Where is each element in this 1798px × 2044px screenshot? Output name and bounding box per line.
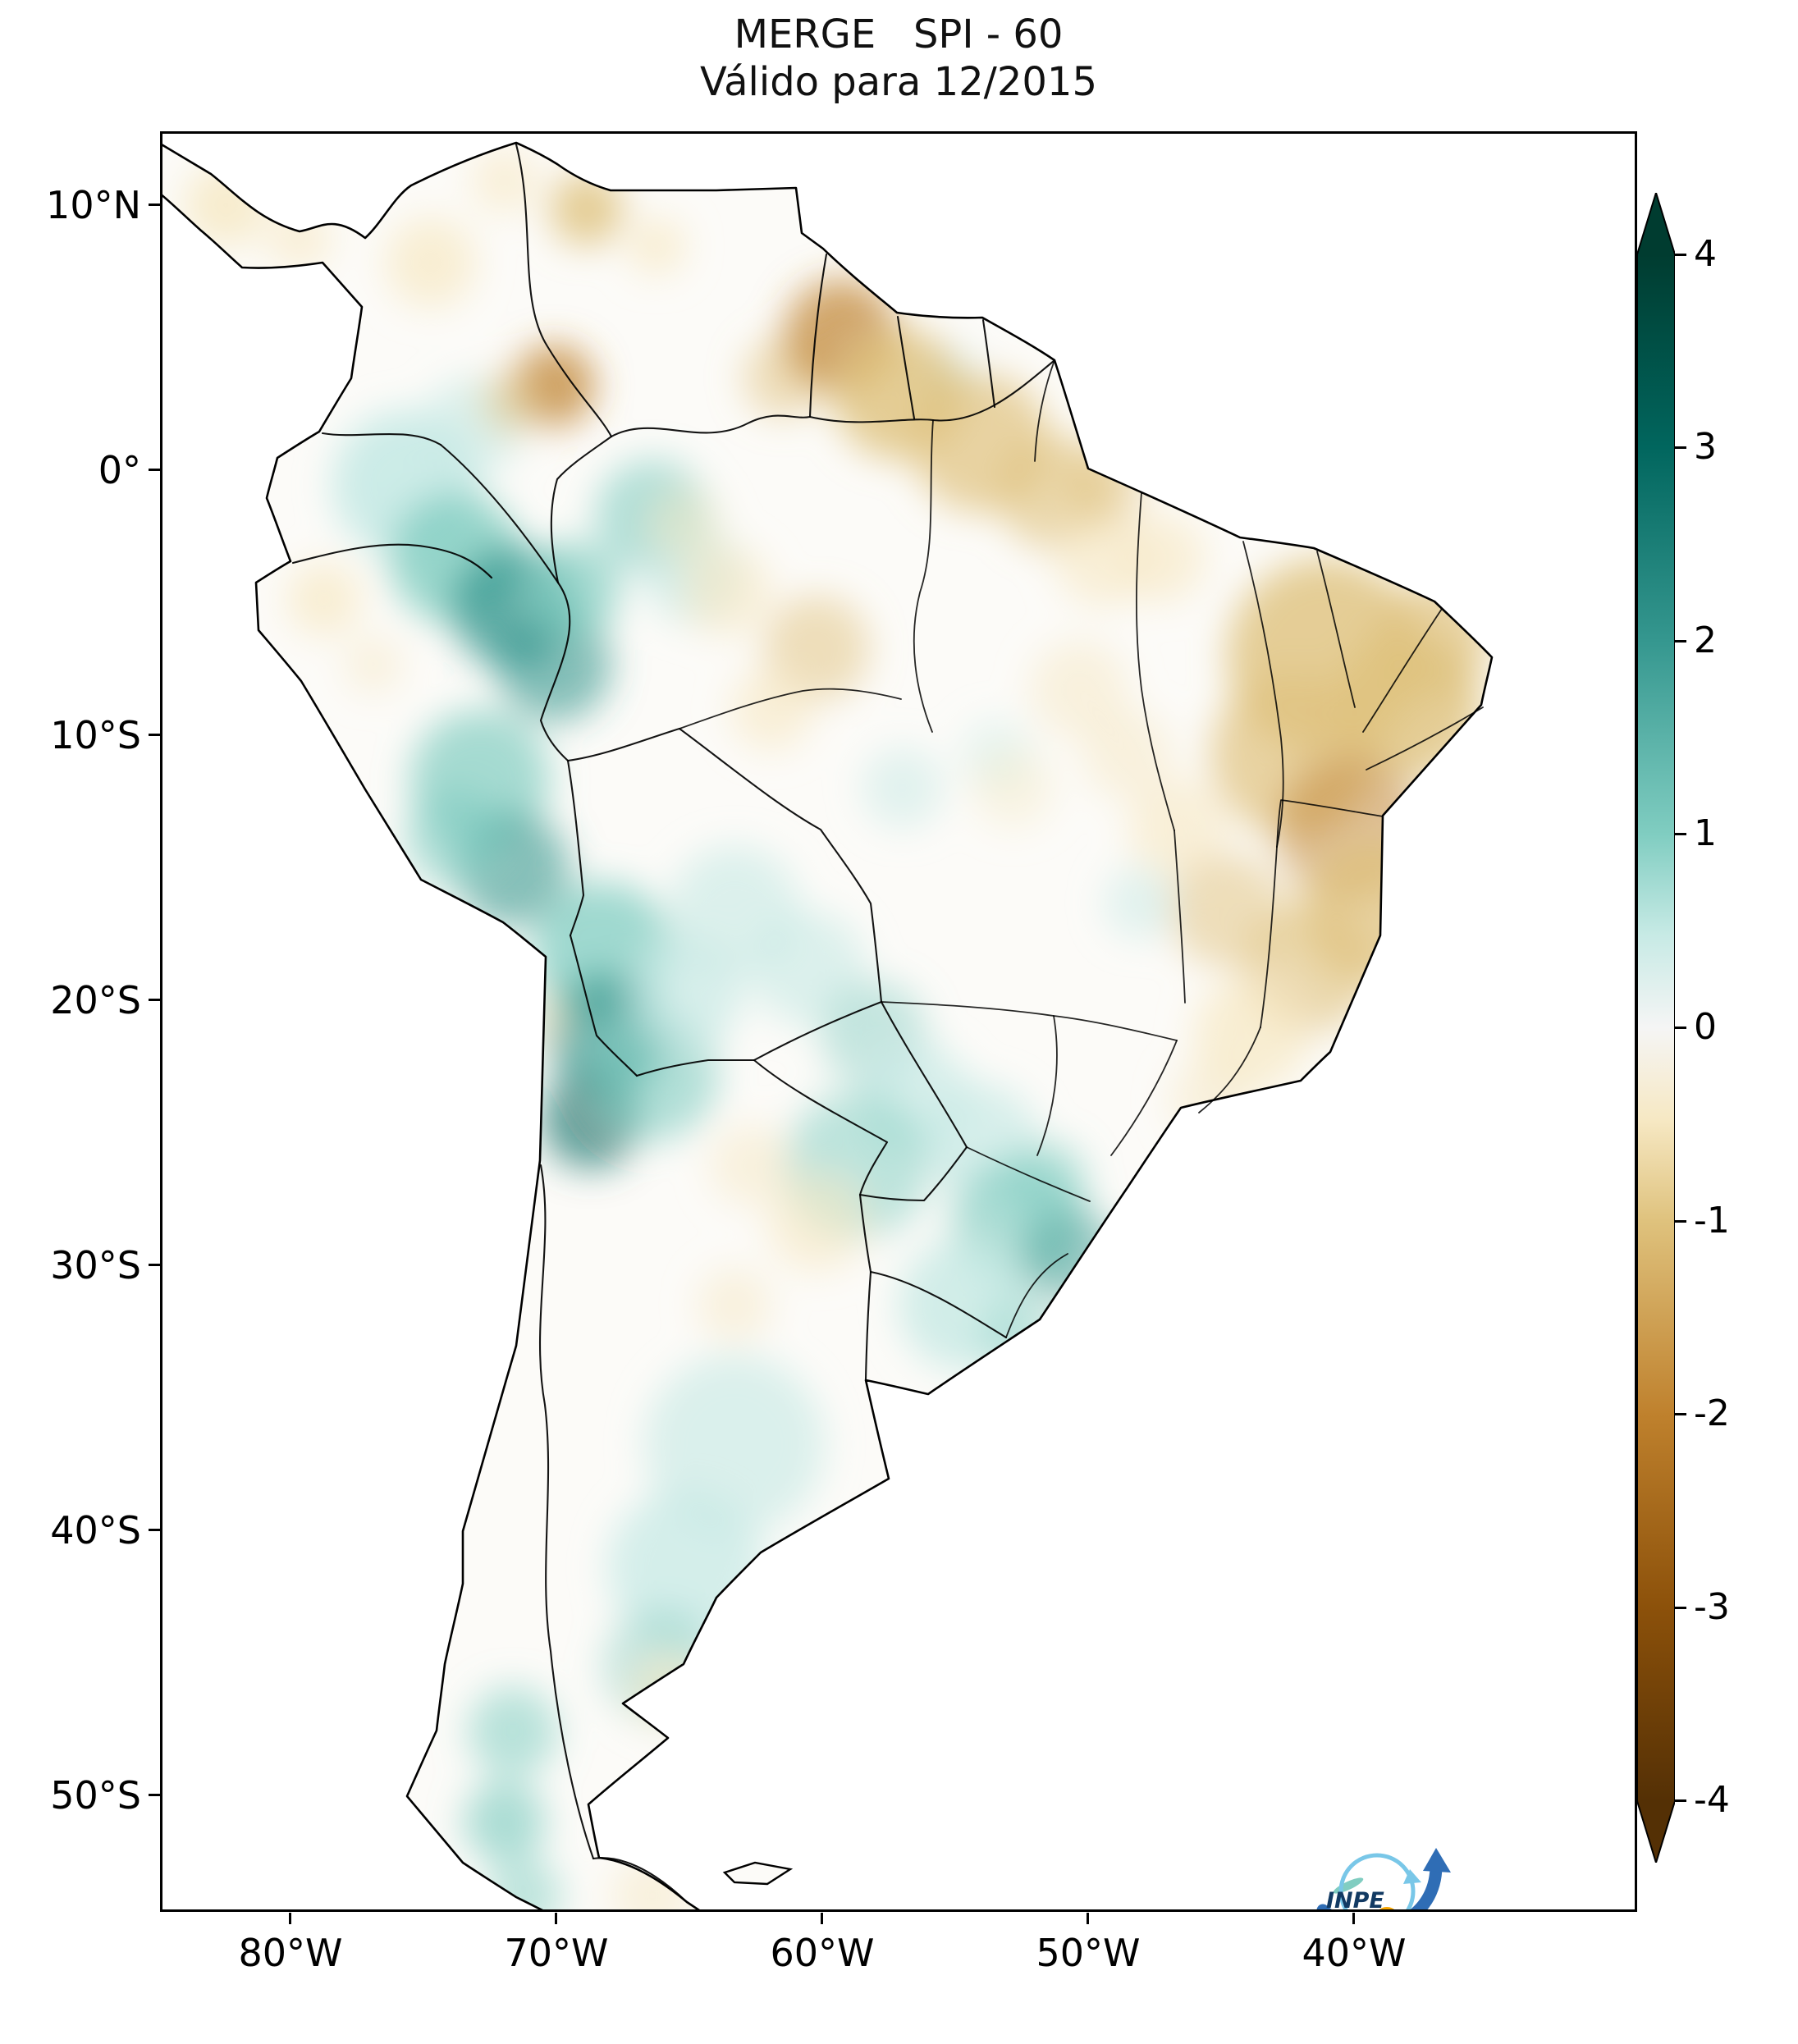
axis-tick [149, 203, 160, 206]
axis-tick [289, 1913, 291, 1924]
axis-tick [1087, 1913, 1089, 1924]
plot-frame [160, 131, 1637, 1912]
island-outline [722, 1861, 794, 1886]
lat-label-40s: 40°S [50, 1508, 141, 1552]
continent-outline [158, 141, 1494, 1914]
colorbar-tick [1675, 1027, 1686, 1029]
colorbar-gradient [1637, 254, 1675, 1801]
colorbar-label-m3: -3 [1694, 1586, 1730, 1628]
colorbar-tick [1675, 1413, 1686, 1415]
axis-tick [149, 999, 160, 1001]
colorbar-label-4: 4 [1694, 233, 1717, 275]
lon-label-40w: 40°W [1302, 1931, 1407, 1975]
logo-arrowhead-icon [1423, 1848, 1451, 1873]
lon-label-60w: 60°W [770, 1931, 875, 1975]
lat-label-30s: 30°S [50, 1243, 141, 1287]
colorbar-tick [1675, 1220, 1686, 1223]
map-plot-area: INPE [158, 131, 1637, 1934]
colorbar-label-m4: -4 [1694, 1779, 1730, 1821]
colorbar-label-2: 2 [1694, 620, 1717, 661]
colorbar-label-m1: -1 [1694, 1200, 1730, 1241]
lon-label-50w: 50°W [1036, 1931, 1141, 1975]
axis-tick [149, 469, 160, 471]
chart-title: MERGE SPI - 60 [734, 11, 1064, 57]
colorbar-tick [1675, 254, 1686, 256]
axis-tick [821, 1913, 823, 1924]
chart-subtitle: Válido para 12/2015 [700, 59, 1097, 105]
axis-tick [555, 1913, 557, 1924]
lat-label-10n: 10°N [46, 183, 141, 227]
lon-label-70w: 70°W [504, 1931, 609, 1975]
colorbar-top-arrow [1637, 193, 1675, 254]
colorbar-tick [1675, 640, 1686, 642]
colorbar-bottom-arrow [1637, 1801, 1675, 1863]
colorbar-label-m2: -2 [1694, 1392, 1730, 1434]
colorbar-tick [1675, 833, 1686, 835]
axis-tick [149, 1794, 160, 1796]
colorbar-canvas [1636, 190, 1676, 1866]
state-borders [679, 359, 1484, 1338]
lon-label-80w: 80°W [238, 1931, 343, 1975]
map-canvas: INPE [158, 131, 1637, 1934]
spi-shading [160, 143, 1492, 1912]
axis-tick [149, 734, 160, 736]
colorbar-label-3: 3 [1694, 426, 1717, 468]
axis-tick [149, 1529, 160, 1531]
axis-tick [1352, 1913, 1355, 1924]
lat-label-10s: 10°S [50, 713, 141, 757]
logo-swirl-arrowhead-icon [1403, 1869, 1421, 1884]
lat-label-50s: 50°S [50, 1773, 141, 1818]
inpe-logo: INPE [1316, 1848, 1451, 1934]
logo-text: INPE [1326, 1888, 1384, 1912]
colorbar-tick [1675, 1607, 1686, 1609]
lat-label-20s: 20°S [50, 978, 141, 1022]
lat-label-0: 0° [98, 448, 141, 492]
axis-tick [149, 1264, 160, 1266]
colorbar-label-0: 0 [1694, 1006, 1717, 1048]
colorbar-tick [1675, 1799, 1686, 1802]
colorbar-tick [1675, 446, 1686, 449]
colorbar-label-1: 1 [1694, 812, 1717, 854]
colorbar [1636, 190, 1676, 1866]
